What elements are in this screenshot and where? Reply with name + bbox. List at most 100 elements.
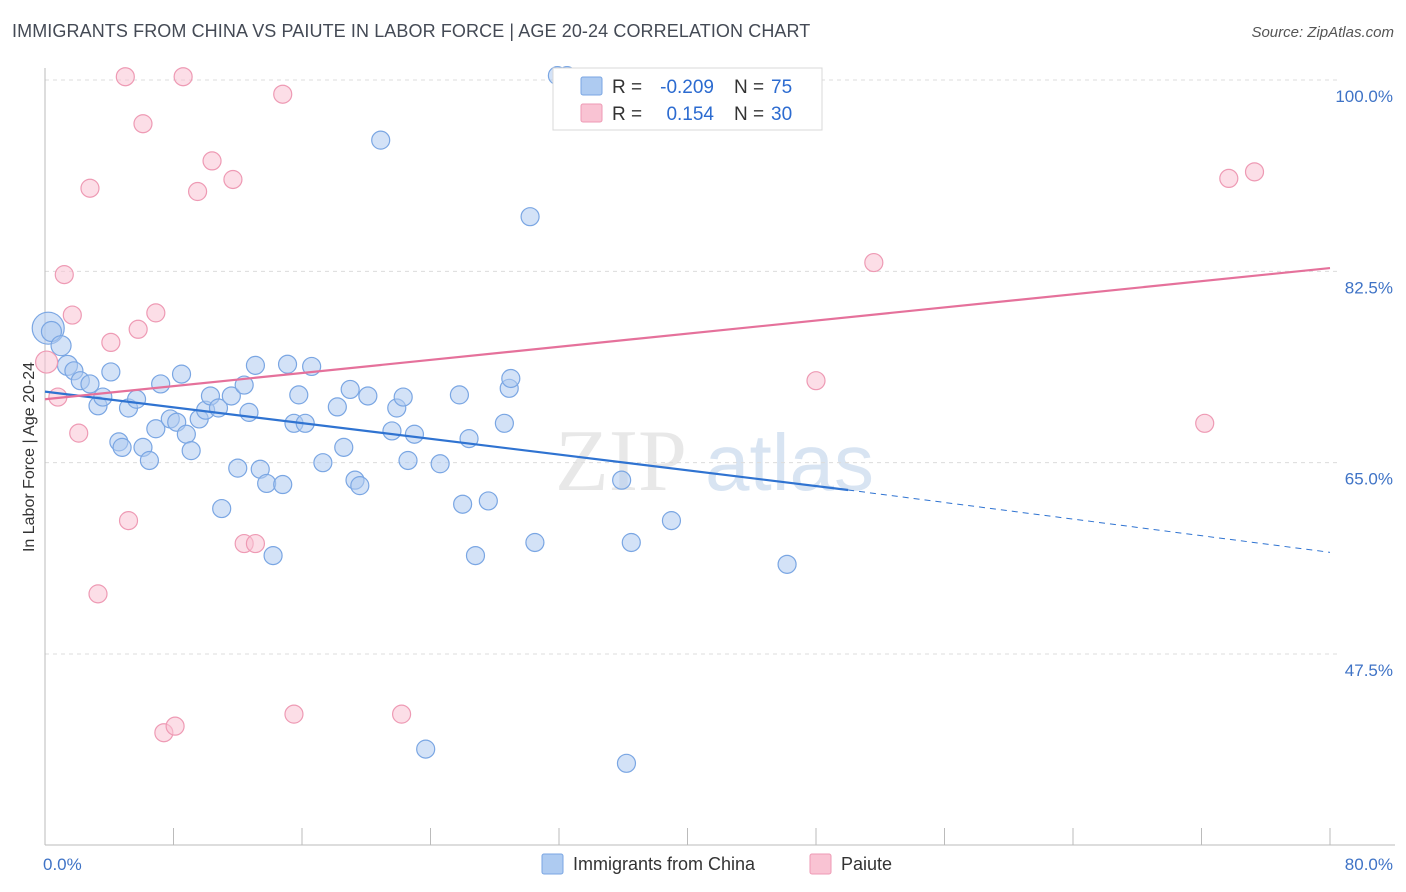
china-point-72 <box>661 511 682 531</box>
china-point-53 <box>398 450 418 471</box>
china-point-34 <box>257 473 277 494</box>
china-point-15 <box>139 450 160 471</box>
china-point-16 <box>146 419 166 439</box>
paiute-point-7 <box>101 332 121 352</box>
paiute-point-8 <box>115 67 135 87</box>
china-point-37 <box>277 354 298 374</box>
source-label: Source: ZipAtlas.com <box>1251 24 1394 41</box>
trend-lines <box>44 266 1331 553</box>
china-point-69 <box>612 470 632 490</box>
y-tick-label-0: 47.5% <box>1345 661 1393 680</box>
china-point-65 <box>520 207 540 227</box>
paiute-point-18 <box>223 169 243 190</box>
legend-paiute-r-value: 0.154 <box>666 104 714 125</box>
paiute-point-9 <box>118 511 139 531</box>
paiute-point-15 <box>173 67 193 87</box>
paiute-point-4 <box>69 423 89 443</box>
paiute-point-10 <box>128 319 148 339</box>
china-point-9 <box>101 362 121 382</box>
china-point-6 <box>80 374 100 394</box>
legend-bottom-paiute-swatch <box>809 853 832 875</box>
legend-bottom-paiute-label: Paiute <box>841 854 892 874</box>
china-point-22 <box>181 441 201 461</box>
china-point-13 <box>126 389 147 409</box>
paiute-point-6 <box>88 584 108 604</box>
china-point-54 <box>404 424 425 444</box>
x-tick-label-1: 80.0% <box>1345 855 1393 874</box>
china-point-36 <box>273 474 293 495</box>
china-point-31 <box>239 402 259 422</box>
paiute-point-0 <box>35 350 59 374</box>
legend-top: R = -0.209 N = 75 R = 0.154 N = 30 <box>552 67 823 131</box>
paiute-point-11 <box>133 114 153 134</box>
grid-lines <box>45 79 1340 655</box>
paiute-point-17 <box>202 151 222 171</box>
china-point-44 <box>334 437 354 457</box>
china-point-56 <box>430 454 450 474</box>
paiute-point-3 <box>62 305 82 325</box>
paiute-point-23 <box>391 704 412 724</box>
legend-china-swatch <box>580 76 603 96</box>
china-point-58 <box>453 494 473 514</box>
series-paiute-points <box>35 67 1265 743</box>
china-point-62 <box>494 413 514 433</box>
china-point-52 <box>393 387 413 407</box>
paiute-trend-line <box>44 266 1331 401</box>
y-tick-label-3: 100.0% <box>1335 87 1393 106</box>
paiute-point-25 <box>864 252 884 273</box>
legend-paiute-n-label: N = <box>734 104 764 125</box>
paiute-point-2 <box>54 265 74 285</box>
china-point-73 <box>777 554 797 574</box>
paiute-point-28 <box>1244 162 1265 182</box>
china-point-57 <box>449 385 470 405</box>
china-point-28 <box>221 386 241 406</box>
tick-labels: 47.5% 65.0% 82.5% 100.0% 0.0% 80.0% <box>43 87 1393 874</box>
china-point-43 <box>327 397 347 417</box>
china-point-2 <box>50 335 72 357</box>
paiute-point-21 <box>273 84 293 104</box>
legend-paiute-swatch <box>580 103 603 123</box>
paiute-point-5 <box>80 178 100 198</box>
series-china-points <box>31 66 797 773</box>
china-point-71 <box>621 532 641 553</box>
china-point-49 <box>371 130 391 150</box>
china-point-42 <box>313 453 333 473</box>
paiute-point-16 <box>187 181 208 202</box>
china-point-66 <box>525 532 545 553</box>
china-point-70 <box>616 753 637 773</box>
china-point-35 <box>263 545 283 566</box>
china-point-50 <box>382 421 402 441</box>
china-point-11 <box>112 437 132 457</box>
china-point-39 <box>289 385 309 405</box>
china-point-32 <box>245 355 266 375</box>
paiute-point-12 <box>146 303 166 323</box>
legend-paiute-r-label: R = <box>612 104 642 125</box>
axes <box>44 68 1395 846</box>
legend-china-n-value: 75 <box>771 77 792 98</box>
china-point-21 <box>176 424 196 444</box>
paiute-point-22 <box>284 704 304 724</box>
china-point-48 <box>358 386 378 406</box>
china-point-55 <box>416 739 436 759</box>
x-tick-label-0: 0.0% <box>43 855 82 874</box>
china-trend-line <box>44 390 849 492</box>
legend-china-r-label: R = <box>612 77 642 98</box>
legend-bottom: Immigrants from China Paiute <box>541 853 892 875</box>
paiute-point-20 <box>245 533 266 554</box>
paiute-point-27 <box>1219 168 1239 188</box>
china-point-20 <box>171 364 192 384</box>
legend-paiute-n-value: 30 <box>771 104 792 125</box>
legend-china-n-label: N = <box>734 77 764 98</box>
china-point-47 <box>350 476 370 496</box>
legend-china-r-value: -0.209 <box>660 77 714 98</box>
paiute-point-24 <box>806 371 826 391</box>
legend-bottom-china-label: Immigrants from China <box>573 854 756 874</box>
china-point-27 <box>212 498 232 519</box>
y-tick-label-1: 65.0% <box>1345 470 1393 489</box>
y-tick-label-2: 82.5% <box>1345 278 1393 297</box>
paiute-point-26 <box>1195 413 1215 433</box>
china-trend-extension <box>848 489 1331 553</box>
china-point-64 <box>501 368 521 389</box>
china-point-45 <box>340 379 360 400</box>
